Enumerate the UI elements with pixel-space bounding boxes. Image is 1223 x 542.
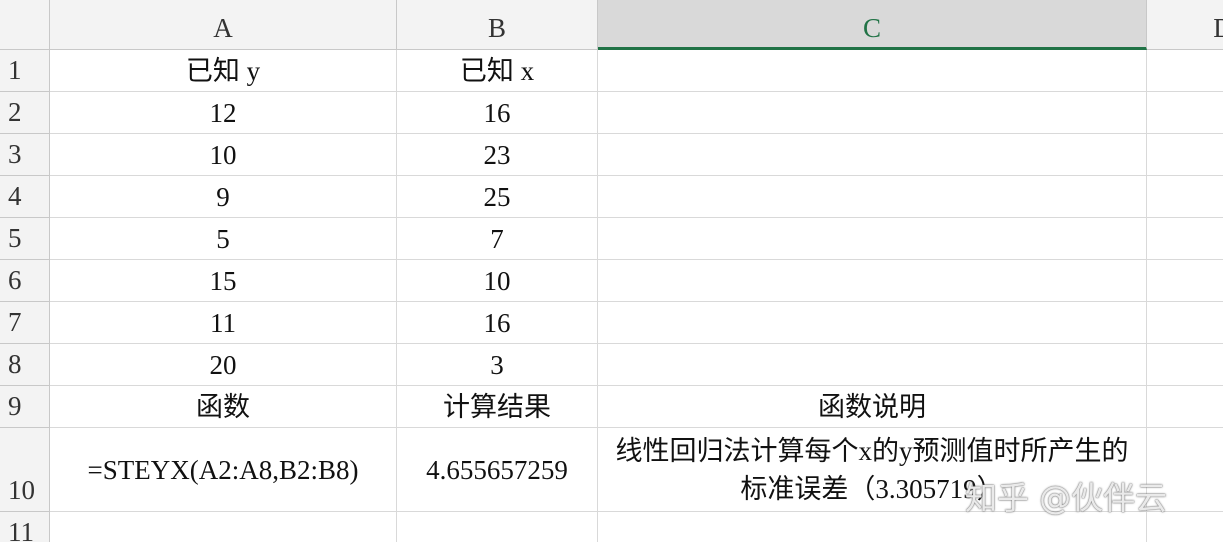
cell-text[interactable]: 已知 x bbox=[397, 50, 598, 92]
row-header[interactable]: 1 bbox=[0, 50, 50, 92]
cell-text[interactable]: 3 bbox=[397, 344, 598, 386]
cell[interactable] bbox=[598, 302, 1147, 344]
cell[interactable] bbox=[1147, 176, 1223, 218]
cell[interactable] bbox=[598, 92, 1147, 134]
cell-text[interactable]: =STEYX(A2:A8,B2:B8) bbox=[50, 428, 397, 512]
cell[interactable] bbox=[1147, 218, 1223, 260]
cell[interactable] bbox=[598, 176, 1147, 218]
cell-text[interactable]: 16 bbox=[397, 92, 598, 134]
cell[interactable] bbox=[1147, 50, 1223, 92]
cell[interactable] bbox=[1147, 92, 1223, 134]
row-header[interactable]: 10 bbox=[0, 428, 50, 512]
cell-text[interactable]: 9 bbox=[50, 176, 397, 218]
cell[interactable] bbox=[1147, 386, 1223, 428]
cell-text[interactable]: 25 bbox=[397, 176, 598, 218]
cell-text[interactable]: 4.655657259 bbox=[397, 428, 598, 512]
select-all[interactable] bbox=[0, 0, 50, 50]
cell[interactable] bbox=[397, 512, 598, 542]
column-header[interactable]: D bbox=[1147, 0, 1223, 50]
row-header[interactable]: 8 bbox=[0, 344, 50, 386]
cell[interactable] bbox=[598, 344, 1147, 386]
cell-text[interactable]: 函数说明 bbox=[598, 386, 1147, 428]
row-header[interactable]: 3 bbox=[0, 134, 50, 176]
row-header[interactable]: 6 bbox=[0, 260, 50, 302]
cell-text[interactable]: 10 bbox=[50, 134, 397, 176]
cell[interactable] bbox=[598, 260, 1147, 302]
cell-text[interactable]: 线性回归法计算每个x的y预测值时所产生的标准误差（3.305719） bbox=[598, 428, 1147, 512]
cell[interactable] bbox=[1147, 344, 1223, 386]
row-header[interactable]: 4 bbox=[0, 176, 50, 218]
row-header[interactable]: 7 bbox=[0, 302, 50, 344]
column-header[interactable]: C bbox=[598, 0, 1147, 50]
cell-text[interactable]: 已知 y bbox=[50, 50, 397, 92]
cell[interactable] bbox=[598, 512, 1147, 542]
cell-text[interactable]: 7 bbox=[397, 218, 598, 260]
watermark: 知乎 @伙伴云 bbox=[965, 479, 1168, 517]
row-header[interactable]: 2 bbox=[0, 92, 50, 134]
cell-text[interactable]: 函数 bbox=[50, 386, 397, 428]
cell-text[interactable]: 12 bbox=[50, 92, 397, 134]
row-header[interactable]: 5 bbox=[0, 218, 50, 260]
cell[interactable] bbox=[598, 134, 1147, 176]
cell[interactable] bbox=[1147, 302, 1223, 344]
cell[interactable] bbox=[598, 218, 1147, 260]
cell-text[interactable]: 5 bbox=[50, 218, 397, 260]
cell-text[interactable]: 10 bbox=[397, 260, 598, 302]
cell[interactable] bbox=[1147, 134, 1223, 176]
cell-text[interactable]: 15 bbox=[50, 260, 397, 302]
row-header[interactable]: 9 bbox=[0, 386, 50, 428]
cell[interactable] bbox=[1147, 260, 1223, 302]
cell-text[interactable]: 23 bbox=[397, 134, 598, 176]
cell-text[interactable]: 16 bbox=[397, 302, 598, 344]
row-header[interactable]: 11 bbox=[0, 512, 50, 542]
cell-text[interactable]: 计算结果 bbox=[397, 386, 598, 428]
cell-text[interactable]: 20 bbox=[50, 344, 397, 386]
cell[interactable] bbox=[50, 512, 397, 542]
cell-text[interactable]: 11 bbox=[50, 302, 397, 344]
cell[interactable] bbox=[598, 50, 1147, 92]
column-header[interactable]: A bbox=[50, 0, 397, 50]
cell[interactable] bbox=[1147, 428, 1223, 512]
column-header[interactable]: B bbox=[397, 0, 598, 50]
